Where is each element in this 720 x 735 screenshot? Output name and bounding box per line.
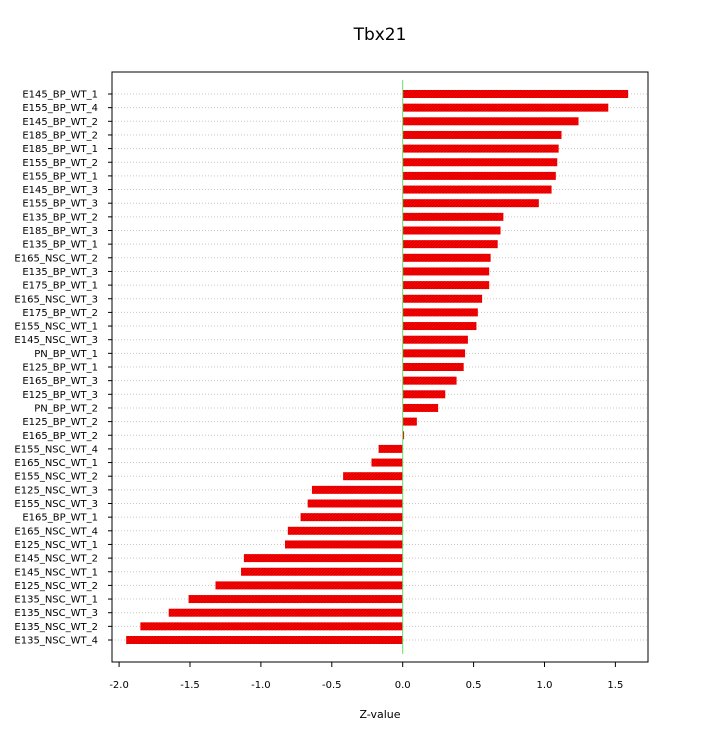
bar xyxy=(402,349,466,358)
bar xyxy=(402,144,559,153)
category-label: E155_NSC_WT_3 xyxy=(14,499,98,510)
category-label: E145_NSC_WT_2 xyxy=(14,554,98,565)
x-tick-label: -1.0 xyxy=(251,680,271,691)
chart-title: Tbx21 xyxy=(353,25,407,45)
bar xyxy=(402,281,490,290)
x-axis-label: Z-value xyxy=(359,708,400,721)
bar xyxy=(307,499,403,508)
category-label: E125_BP_WT_3 xyxy=(22,390,98,401)
bar xyxy=(402,335,468,344)
category-label: E155_BP_WT_2 xyxy=(22,158,98,169)
x-tick-label: -2.0 xyxy=(109,680,129,691)
bar xyxy=(241,567,403,576)
category-label: E165_NSC_WT_4 xyxy=(14,526,98,537)
category-label: E165_NSC_WT_1 xyxy=(14,458,98,469)
bar xyxy=(402,322,477,331)
bar xyxy=(287,526,403,535)
category-label: PN_BP_WT_2 xyxy=(34,403,98,414)
category-label: E135_BP_WT_1 xyxy=(22,240,98,251)
category-label: E165_BP_WT_2 xyxy=(22,431,98,442)
bar xyxy=(402,185,552,194)
category-label: E175_BP_WT_1 xyxy=(22,281,98,292)
x-tick-label: 1.5 xyxy=(607,680,623,691)
category-label: E185_BP_WT_3 xyxy=(22,226,98,237)
category-label: E155_BP_WT_4 xyxy=(22,103,98,114)
category-label: E155_BP_WT_3 xyxy=(22,199,98,210)
bar xyxy=(402,417,417,426)
category-label: E155_NSC_WT_4 xyxy=(14,444,98,455)
bar xyxy=(402,158,558,167)
category-label: E165_NSC_WT_3 xyxy=(14,294,98,305)
bar xyxy=(402,130,562,139)
category-label: E185_BP_WT_2 xyxy=(22,130,98,141)
bar xyxy=(243,554,403,563)
category-label: E185_BP_WT_1 xyxy=(22,144,98,155)
bar xyxy=(284,540,403,549)
bar xyxy=(402,294,483,303)
category-label: E125_NSC_WT_2 xyxy=(14,581,98,592)
category-label: E145_BP_WT_2 xyxy=(22,117,98,128)
x-axis: -2.0 -1.5 -1.0 -0.5 0.0 0.5 1.0 1.5 xyxy=(109,662,623,691)
bar xyxy=(402,390,446,399)
category-label: E135_NSC_WT_1 xyxy=(14,595,98,606)
bar xyxy=(402,240,498,249)
bar xyxy=(402,267,490,276)
category-label: E125_BP_WT_1 xyxy=(22,363,98,374)
category-label: E155_NSC_WT_1 xyxy=(14,322,98,333)
bar xyxy=(402,212,504,221)
bars xyxy=(126,90,629,644)
category-labels: E145_BP_WT_1 E155_BP_WT_4 E145_BP_WT_2 E185… xyxy=(14,90,112,647)
bar xyxy=(402,171,556,180)
category-label: E135_NSC_WT_4 xyxy=(14,636,98,647)
category-label: E165_BP_WT_3 xyxy=(22,376,98,387)
bar xyxy=(402,226,501,235)
category-label: E125_NSC_WT_1 xyxy=(14,540,98,551)
category-label: E145_BP_WT_3 xyxy=(22,185,98,196)
category-label: E165_BP_WT_1 xyxy=(22,513,98,524)
bar xyxy=(402,376,457,385)
category-label: E145_NSC_WT_1 xyxy=(14,567,98,578)
bar xyxy=(300,513,403,522)
category-label: E135_NSC_WT_3 xyxy=(14,608,98,619)
bar xyxy=(371,458,403,467)
x-tick-label: -1.5 xyxy=(180,680,200,691)
bar xyxy=(215,581,403,590)
bar xyxy=(378,444,403,453)
category-label: E135_NSC_WT_2 xyxy=(14,622,98,633)
bar xyxy=(402,403,439,412)
category-label: E145_NSC_WT_3 xyxy=(14,335,98,346)
bar xyxy=(402,117,579,126)
x-tick-label: 0.5 xyxy=(466,680,482,691)
x-tick-label: 1.0 xyxy=(537,680,553,691)
bar xyxy=(402,363,464,371)
bar xyxy=(402,90,629,98)
bar xyxy=(343,472,403,481)
x-tick-label: -0.5 xyxy=(322,680,342,691)
bar xyxy=(311,485,403,494)
bar xyxy=(188,595,403,604)
category-label: E175_BP_WT_2 xyxy=(22,308,98,319)
bar xyxy=(402,199,539,208)
category-label: E135_BP_WT_3 xyxy=(22,267,98,278)
bar xyxy=(140,622,403,631)
bar xyxy=(126,636,403,644)
category-label: E125_NSC_WT_3 xyxy=(14,485,98,496)
bar xyxy=(402,103,609,112)
category-label: E145_BP_WT_1 xyxy=(22,90,98,101)
category-label: PN_BP_WT_1 xyxy=(34,349,98,360)
bar xyxy=(168,608,403,617)
bar xyxy=(402,431,405,440)
bar xyxy=(402,253,491,262)
category-label: E165_NSC_WT_2 xyxy=(14,253,98,264)
category-label: E155_NSC_WT_2 xyxy=(14,472,98,483)
x-tick-label: 0.0 xyxy=(395,680,411,691)
plot-frame xyxy=(111,71,649,663)
category-label: E155_BP_WT_1 xyxy=(22,171,98,182)
bar xyxy=(402,308,478,317)
category-label: E135_BP_WT_2 xyxy=(22,212,98,223)
category-label: E125_BP_WT_2 xyxy=(22,417,98,428)
